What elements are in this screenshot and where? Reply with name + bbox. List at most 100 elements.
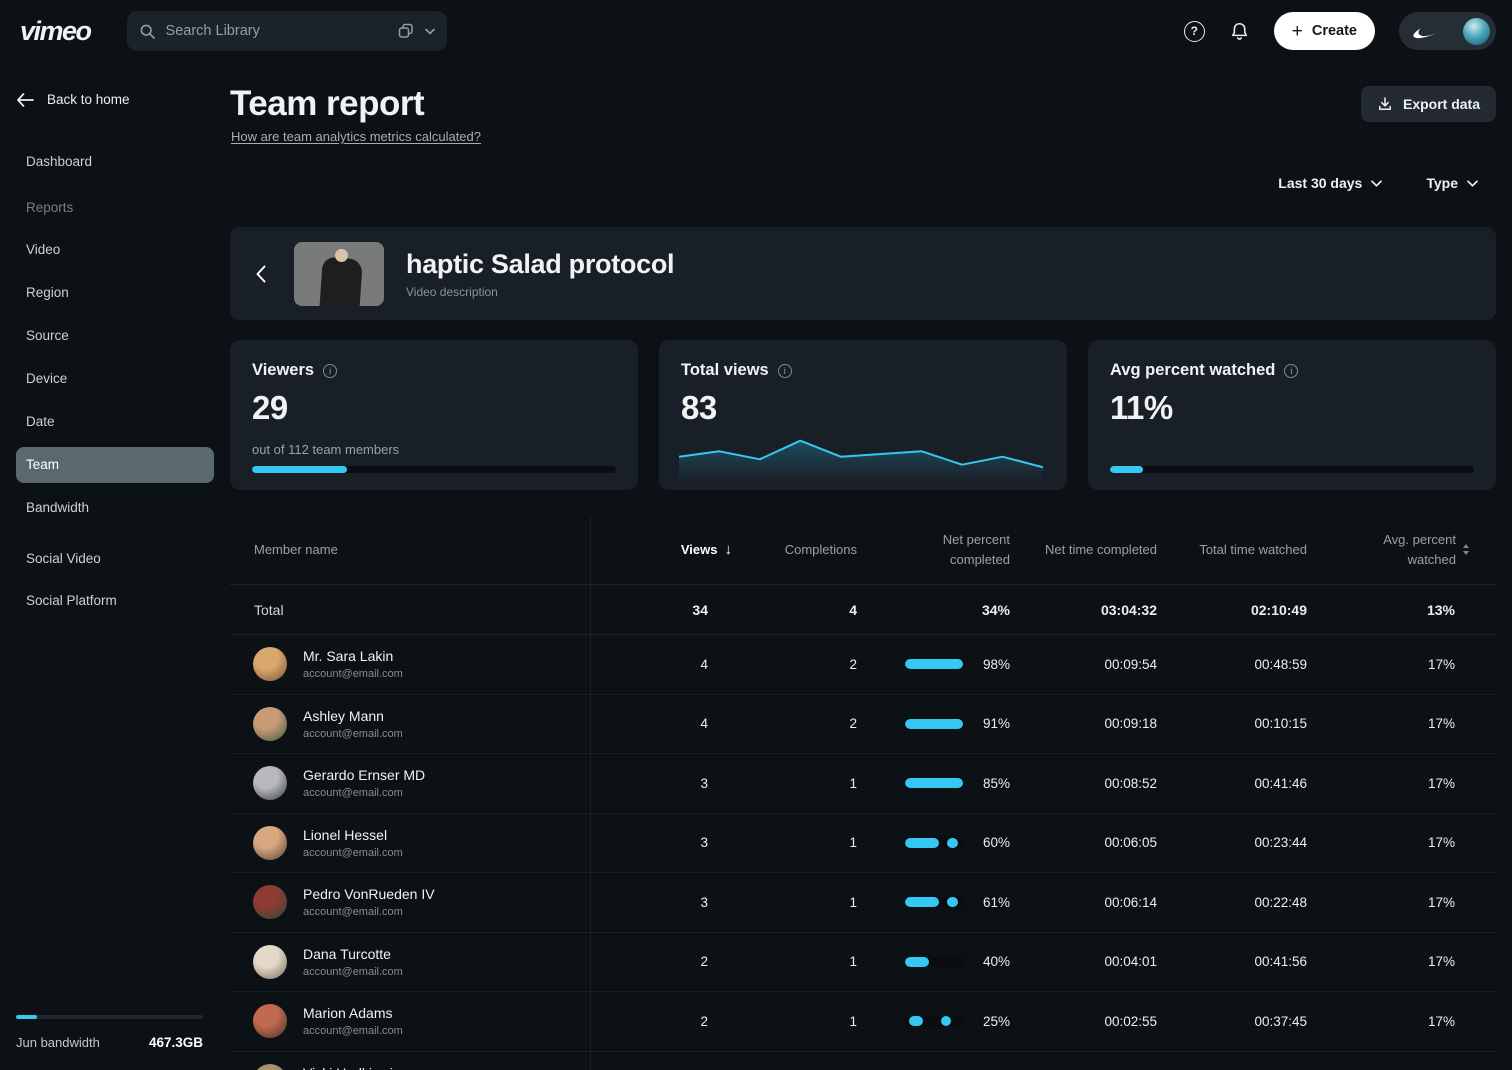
member-avatar (253, 1004, 287, 1039)
total-time-watched-cell: 02:10:49 (1250, 601, 1307, 618)
search-input[interactable] (165, 23, 387, 39)
nike-swoosh-icon (1412, 24, 1452, 39)
member-cell: Mr. Sara Lakin account@email.com (230, 647, 403, 682)
sort-toggle-icon[interactable] (1463, 544, 1469, 555)
user-avatar[interactable] (1463, 17, 1490, 45)
views-cell: 4 (700, 656, 708, 672)
member-cell: Lionel Hessel account@email.com (230, 825, 403, 860)
table-row-lionel-hessel[interactable]: Lionel Hessel account@email.com 3 1 60% 00:06… (230, 814, 1496, 873)
back-to-home-label: Back to home (47, 92, 130, 107)
sidebar-item-social-platform[interactable]: Social Platform (26, 593, 117, 608)
create-button[interactable]: + Create (1273, 12, 1375, 50)
views-cell: 2 (700, 954, 708, 970)
net-time-cell: 00:02:55 (1104, 1013, 1157, 1029)
column-header-label: Member name (254, 542, 338, 557)
viewers-label: Viewers (252, 361, 315, 379)
table-row-marion-adams[interactable]: Marion Adams account@email.com 2 1 25% 00:02:… (230, 992, 1496, 1052)
column-header-avg-percent-watched[interactable]: Avg. percent watched (1369, 532, 1496, 567)
viewers-value: 29 (252, 389, 288, 426)
member-identity: Vicki Hodkiewiczaccount@email.com (303, 1065, 407, 1070)
type-filter[interactable]: Type (1426, 175, 1478, 191)
total-views-value: 83 (681, 389, 717, 426)
total-views-card: Total views i 83 (659, 340, 1067, 490)
sidebar-item-team[interactable]: Team (16, 447, 214, 483)
avg-percent-cell: 17% (1427, 656, 1455, 672)
chevron-left-icon[interactable] (250, 265, 272, 283)
member-identity: Dana Turcotte account@email.com (303, 946, 403, 978)
filters-row: Last 30 days Type (1278, 175, 1478, 191)
column-header-content: Total time watched (1199, 542, 1307, 557)
info-icon[interactable]: i (323, 363, 338, 378)
net-percent-bar (905, 1016, 965, 1027)
column-header-completions[interactable]: Completions (785, 542, 857, 557)
column-header-line: Net time completed (1045, 542, 1157, 557)
export-data-button[interactable]: Export data (1360, 86, 1496, 122)
info-icon[interactable]: i (777, 363, 792, 378)
metrics-help-link[interactable]: How are team analytics metrics calculate… (231, 129, 481, 144)
views-cell: 3 (700, 775, 708, 791)
sidebar-item-dashboard[interactable]: Dashboard (26, 154, 93, 169)
total-views-label: Total views (681, 361, 769, 379)
column-header-label: Avg. percent watched (1383, 532, 1456, 567)
column-header-total-time-watched[interactable]: Total time watched (1199, 542, 1307, 557)
member-name: Marion Adams (303, 1005, 393, 1022)
chevron-down-icon[interactable] (424, 28, 435, 35)
sidebar-item-video[interactable]: Video (26, 242, 61, 257)
sidebar-item-region[interactable]: Region (26, 285, 69, 300)
bandwidth-progress-bar (16, 1015, 203, 1019)
table-row-gerardo-ernser-md[interactable]: Gerardo Ernser MD account@email.com 3 1 85% 0… (230, 754, 1496, 814)
column-header-member-name[interactable]: Member name (230, 542, 338, 557)
sidebar-item-bandwidth[interactable]: Bandwidth (26, 500, 90, 515)
completions-cell: 1 (849, 835, 857, 851)
column-header-line: Net percent (942, 531, 1010, 547)
column-header-line: completed (950, 551, 1010, 567)
table-row-pedro-vonrueden-iv[interactable]: Pedro VonRueden IV account@email.com 3 1 61%… (230, 873, 1496, 933)
back-to-home-link[interactable]: Back to home (16, 92, 214, 107)
column-header-net-percent-completed[interactable]: Net percent completed (943, 532, 1010, 567)
column-header-content: Views ↓ (681, 541, 732, 558)
member-identity: Gerardo Ernser MD account@email.com (303, 767, 425, 799)
column-header-views[interactable]: Views ↓ (657, 541, 732, 558)
total-time-cell: 00:48:59 (1254, 656, 1307, 672)
table-row-vicki-hodkiewicz[interactable]: Vicki Hodkiewiczaccount@email.com (230, 1052, 1496, 1070)
help-icon[interactable]: ? (1183, 20, 1205, 42)
vimeo-logo[interactable]: vimeo (20, 15, 92, 46)
sidebar-item-reports: Reports (26, 200, 74, 215)
net-time-cell: 00:06:05 (1104, 835, 1157, 851)
column-header-content: Net time completed (1045, 542, 1157, 557)
net-time-cell: 00:06:14 (1104, 894, 1157, 910)
net-percent-bar-segment (905, 659, 964, 670)
table-row-mr-sara-lakin[interactable]: Mr. Sara Lakin account@email.com 4 2 98% 00:0… (230, 635, 1496, 695)
net-percent-cell: 40% (905, 954, 1010, 969)
table-row-dana-turcotte[interactable]: Dana Turcotte account@email.com 2 1 40% 00:04… (230, 933, 1496, 992)
sidebar-item-source[interactable]: Source (26, 328, 69, 343)
sidebar-item-date[interactable]: Date (26, 414, 55, 429)
bell-icon[interactable] (1229, 21, 1250, 42)
column-header-net-time-completed[interactable]: Net time completed (1045, 542, 1157, 557)
sort-up-triangle (1463, 544, 1469, 548)
library-icon[interactable] (397, 22, 415, 40)
member-email: account@email.com (303, 787, 403, 800)
member-name: Mr. Sara Lakin (303, 648, 394, 665)
completions-cell: 1 (849, 775, 857, 791)
sidebar-item-social-video[interactable]: Social Video (26, 551, 101, 566)
table-row-ashley-mann[interactable]: Ashley Mann account@email.com 4 2 91% 00:09:1… (230, 695, 1496, 754)
account-switcher[interactable] (1399, 12, 1496, 50)
info-icon[interactable]: i (1284, 363, 1299, 378)
sidebar-item-device[interactable]: Device (26, 371, 68, 386)
views-cell: 3 (700, 835, 708, 851)
net-percent-cell: 60% (905, 835, 1010, 850)
net-percent-bar (905, 718, 965, 729)
member-cell: Gerardo Ernser MD account@email.com (230, 766, 425, 801)
net-percent-value: 40% (982, 954, 1010, 970)
date-range-filter[interactable]: Last 30 days (1278, 175, 1383, 191)
column-header-line: watched (1407, 551, 1456, 567)
search-bar[interactable] (126, 11, 447, 51)
member-avatar (253, 1063, 287, 1070)
net-time-cell: 00:08:52 (1104, 775, 1157, 791)
net-percent-value: 91% (982, 716, 1010, 732)
total-net-time-cell: 03:04:32 (1100, 601, 1157, 618)
net-percent-value: 85% (982, 775, 1010, 791)
video-thumbnail[interactable] (294, 241, 384, 306)
member-email: account@email.com (303, 668, 403, 681)
